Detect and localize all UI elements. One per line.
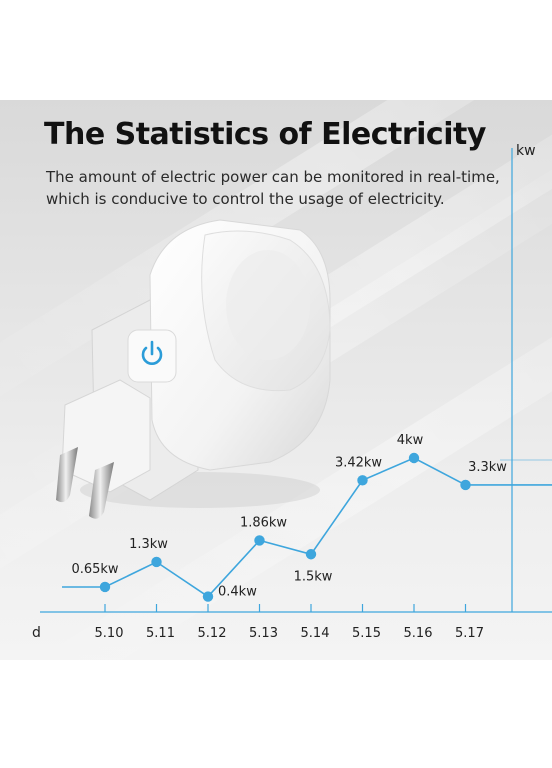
data-point [408, 452, 420, 464]
data-point [305, 549, 317, 560]
data-label: 0.65kw [71, 562, 118, 577]
data-label: 1.5kw [294, 569, 333, 584]
data-label: 4kw [397, 433, 424, 448]
data-points [99, 452, 471, 602]
plug-pins [56, 447, 114, 519]
data-point [151, 556, 162, 568]
data-label: 0.4kw [218, 585, 257, 600]
x-tick-label: 5.11 [146, 626, 175, 641]
x-tick-label: 5.13 [249, 626, 278, 641]
x-tick-label: 5.15 [352, 626, 381, 641]
data-label: 1.3kw [129, 537, 168, 552]
data-label: 3.3kw [468, 460, 507, 475]
y-axis-label: kw [516, 143, 536, 159]
page-title: The Statistics of Electricity [44, 117, 486, 152]
x-tick-label: 5.14 [301, 626, 330, 641]
x-tick-label: 5.10 [95, 626, 124, 641]
x-tick-label: 5.17 [455, 626, 484, 641]
chart-axes [40, 148, 552, 613]
data-point [460, 479, 471, 491]
x-tick-label: 5.16 [404, 626, 433, 641]
data-point [357, 475, 368, 486]
subtitle-line: which is conducive to control the usage … [46, 190, 445, 208]
power-icon [141, 340, 163, 365]
data-point [202, 591, 214, 602]
data-labels: 0.65kw 1.3kw 0.4kw 1.86kw 1.5kw 3.42kw 4kw 3.3k… [71, 433, 507, 600]
series-line [62, 457, 552, 598]
page-subtitle: The amount of electric power can be moni… [46, 166, 506, 210]
x-axis-label: d [32, 625, 41, 641]
data-label: 3.42kw [335, 455, 382, 470]
data-point [99, 581, 111, 593]
smart-plug-image [56, 219, 331, 519]
x-tick-label: 5.12 [198, 626, 227, 641]
subtitle-line: The amount of electric power can be moni… [46, 168, 500, 186]
data-point [254, 535, 265, 546]
data-label: 1.86kw [240, 515, 287, 530]
x-axis-ticks: 5.10 5.11 5.12 5.13 5.14 5.15 5.16 5.17 [95, 604, 484, 641]
